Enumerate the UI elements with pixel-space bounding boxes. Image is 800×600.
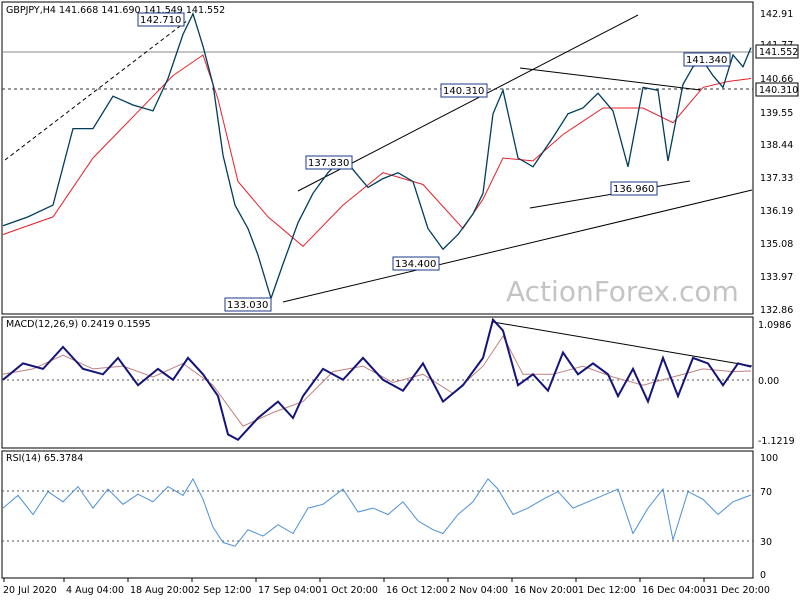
annotation-140310: 140.310 (440, 83, 488, 98)
x-tick-label: 16 Dec 04:00 (642, 585, 706, 596)
x-tick-label: 18 Aug 20:00 (130, 585, 194, 596)
macd-series-line (2, 317, 752, 442)
annotation-133030: 133.030 (224, 297, 272, 312)
svg-text:134.400: 134.400 (395, 259, 436, 270)
price-header: GBPJPY,H4 141.668 141.690 141.549 141.55… (6, 5, 225, 16)
x-axis-ticks (3, 578, 705, 582)
price-tag-current: 141.552 (755, 44, 799, 59)
annotation-136960: 136.960 (610, 181, 658, 196)
price-ytick: 136.19 (760, 206, 793, 217)
price-ytick: 135.08 (760, 239, 793, 250)
svg-text:136.960: 136.960 (613, 184, 654, 195)
macd-signal-line (2, 335, 752, 427)
price-pane-frame (1, 1, 754, 315)
trendline-triangle-upper (519, 67, 701, 91)
price-tag-level: 140.310 (755, 82, 799, 97)
trendline-macd-divergence (492, 321, 753, 367)
rsi-ytick: 30 (760, 537, 772, 548)
trendline-dashed-rise (4, 19, 189, 161)
price-ytick: 133.97 (760, 272, 793, 283)
annotation-142710: 142.710 (137, 12, 185, 27)
price-series-line (2, 12, 752, 301)
svg-text:142.710: 142.710 (140, 15, 181, 26)
svg-text:141.340: 141.340 (686, 55, 727, 66)
svg-text:141.552: 141.552 (759, 47, 798, 58)
x-tick-label: 16 Nov 20:00 (514, 585, 578, 596)
price-ytick: 142.91 (760, 9, 793, 20)
macd-header: MACD(12,26,9) 0.2419 0.1595 (6, 319, 151, 330)
price-ytick: 138.44 (760, 140, 793, 151)
watermark: ActionForex.com (506, 275, 739, 308)
rsi-ytick: 70 (760, 487, 772, 498)
macd-ytick: 1.0986 (758, 320, 791, 331)
trendline-channel-lower (282, 189, 753, 303)
trendline-triangle-lower (529, 180, 691, 209)
x-tick-label: 20 Jul 2020 (3, 585, 57, 596)
rsi-series-line (2, 477, 752, 547)
rsi-pane-frame (1, 450, 754, 579)
trendline-channel-upper (297, 14, 639, 192)
price-ytick: 137.33 (760, 173, 793, 184)
rsi-header: RSI(14) 65.3784 (6, 453, 83, 464)
x-tick-label: 31 Dec 20:00 (706, 585, 770, 596)
x-tick-label: 1 Oct 20:00 (322, 585, 378, 596)
x-tick-label: 17 Sep 04:00 (258, 585, 321, 596)
svg-text:137.830: 137.830 (308, 158, 349, 169)
rsi-ytick: 100 (760, 453, 778, 464)
x-tick-label: 2 Nov 04:00 (450, 585, 508, 596)
svg-text:140.310: 140.310 (443, 86, 484, 97)
x-tick-label: 1 Dec 12:00 (578, 585, 636, 596)
macd-pane-frame (1, 316, 754, 449)
svg-text:140.310: 140.310 (759, 85, 798, 96)
annotation-134400: 134.400 (392, 256, 440, 271)
rsi-ytick: 0 (760, 570, 766, 581)
macd-ytick: -1.1219 (758, 436, 795, 447)
annotation-141340: 141.340 (683, 52, 731, 67)
annotation-137830: 137.830 (305, 155, 353, 170)
price-ytick: 132.86 (760, 305, 793, 316)
svg-text:133.030: 133.030 (227, 300, 268, 311)
macd-ytick: 0.00 (758, 376, 779, 387)
price-ytick: 139.55 (760, 108, 793, 119)
price-ytick: 140.66 (760, 74, 793, 85)
x-tick-label: 4 Aug 04:00 (66, 585, 124, 596)
x-tick-label: 16 Oct 12:00 (386, 585, 448, 596)
x-tick-label: 2 Sep 12:00 (194, 585, 251, 596)
